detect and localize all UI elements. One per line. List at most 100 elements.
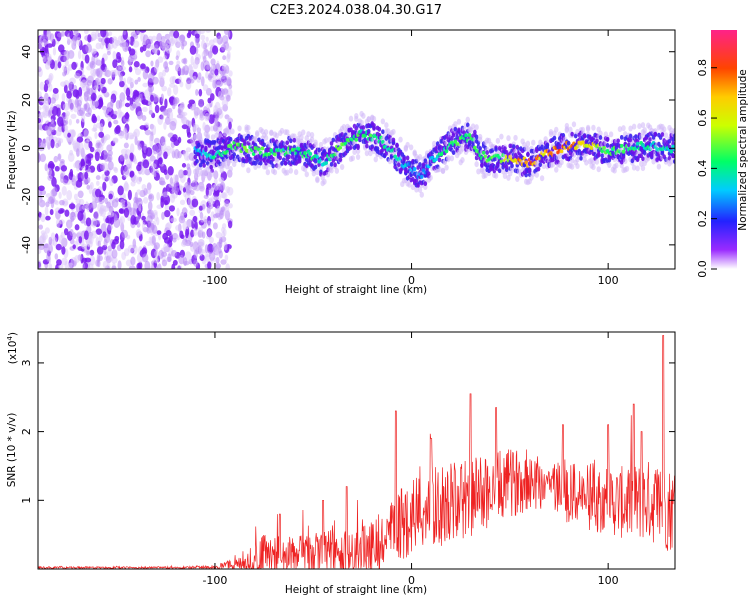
spectrogram-noise-cell [161, 85, 168, 92]
spectrogram-noise-cell [111, 36, 118, 42]
spectrogram-noise-cell [114, 126, 121, 134]
spectrogram-halo-cell [318, 141, 324, 148]
spectrogram-noise-cell [44, 163, 48, 172]
spectrogram-noise-cell [93, 85, 100, 90]
spectrogram-noise-cell [139, 93, 143, 103]
spectrogram-noise-cell [144, 89, 150, 99]
spectrogram-band-cell [361, 125, 366, 130]
spectrogram-noise-cell [109, 215, 115, 225]
spectrogram-noise-cell [98, 234, 103, 242]
spectrogram-halo-cell [525, 140, 531, 147]
spectrogram-band-cell [570, 131, 574, 137]
spectrogram-noise-cell [197, 239, 205, 245]
spectrogram-noise-cell [178, 169, 185, 179]
spectrogram-halo-cell [193, 133, 198, 140]
spectrogram-band-cell [423, 181, 428, 187]
spectrogram-noise-cell [136, 222, 141, 228]
spectrogram-noise-cell [149, 265, 155, 269]
spectrogram-core-cell [354, 137, 359, 142]
spectrogram-halo-cell [637, 123, 642, 130]
spectrogram-noise-cell [160, 115, 165, 120]
spectrogram-halo-cell [638, 133, 644, 140]
spectrogram-noise-cell [181, 66, 186, 76]
spectrogram-halo-cell [224, 163, 230, 170]
spectrogram-noise-cell [214, 116, 219, 126]
spectrogram-noise-cell [124, 112, 130, 120]
spectrogram-noise-cell [69, 211, 76, 221]
spectrogram-noise-cell [228, 121, 232, 130]
spectrogram-noise-cell [71, 129, 76, 138]
spectrogram-halo-cell [214, 132, 219, 139]
spectrogram-noise-cell [163, 108, 168, 116]
spectrogram-noise-cell [180, 240, 187, 247]
spectrogram-noise-cell [207, 187, 213, 196]
spectrogram-noise-cell [163, 199, 168, 206]
spectrogram-band-cell [329, 141, 334, 146]
spectrogram-noise-cell [99, 155, 105, 160]
spectrogram-noise-cell [73, 193, 78, 201]
spectrogram-noise-cell [130, 256, 136, 266]
spectrogram-noise-cell [78, 87, 83, 98]
spectrogram-noise-cell [38, 248, 42, 255]
spectrogram-noise-cell [193, 107, 198, 117]
spectrogram-noise-cell [119, 154, 125, 162]
spectrogram-noise-cell [133, 90, 140, 97]
spectrogram-noise-cell [171, 263, 176, 269]
spectrogram-noise-cell [199, 184, 205, 193]
spectrogram-noise-cell [166, 222, 172, 230]
spectrogram-noise-cell [213, 170, 219, 180]
spectrogram-halo-cell [591, 124, 596, 131]
spectrogram-halo-cell [548, 128, 554, 135]
spectrogram-halo-cell [263, 163, 269, 170]
spectrogram-noise-cell [137, 76, 141, 82]
spectrogram-band-cell [596, 151, 601, 157]
spectrogram-band-cell [474, 134, 479, 140]
spectrogram-band-cell [228, 136, 233, 142]
spectrogram-halo-cell [661, 126, 667, 133]
spectrogram-band-cell [437, 157, 442, 163]
spectrogram-band-cell [287, 154, 291, 160]
spectrogram-noise-cell [207, 50, 213, 59]
spectrogram-noise-cell [46, 251, 51, 263]
spectrogram-halo-cell [465, 116, 470, 123]
spectrogram-noise-cell [38, 111, 46, 118]
spectrogram-halo-cell [223, 158, 228, 165]
spectrogram-noise-cell [60, 81, 67, 87]
spectrogram-noise-cell [52, 186, 58, 197]
spectrogram-halo-cell [209, 171, 214, 178]
spectrogram-noise-cell [130, 180, 136, 187]
colorbar-tick-label: 0.6 [696, 109, 709, 127]
spectrogram-halo-cell [263, 129, 269, 136]
spectrogram-noise-cell [221, 223, 227, 230]
spectrogram-noise-cell [48, 236, 53, 246]
spectrogram-core-cell [308, 151, 313, 156]
spectrogram-noise-cell [173, 30, 180, 39]
spectrogram-noise-cell [150, 168, 156, 175]
spectrogram-noise-cell [167, 165, 174, 176]
spectrogram-halo-cell [525, 145, 531, 152]
spectrogram-x-tick-label: 0 [408, 274, 415, 287]
spectrogram-halo-cell [355, 148, 361, 155]
spectrogram-noise-cell [67, 262, 74, 269]
spectrogram-core-cell [481, 150, 486, 155]
spectrogram-noise-cell [87, 80, 93, 86]
spectrogram-noise-cell [107, 43, 114, 50]
spectrogram-band-cell [372, 125, 376, 131]
spectrogram-noise-cell [95, 58, 101, 65]
spectrogram-noise-cell [224, 254, 229, 261]
spectrogram-noise-cell [46, 43, 53, 48]
spectrogram-noise-cell [69, 77, 76, 85]
spectrogram-noise-cell [58, 138, 64, 144]
spectrogram-halo-cell [201, 169, 207, 176]
spectrogram-noise-cell [156, 191, 160, 201]
spectrogram-noise-cell [159, 180, 166, 186]
spectrogram-noise-cell [202, 121, 206, 131]
spectrogram-noise-cell [227, 220, 233, 229]
spectrogram-band-cell [329, 161, 334, 167]
spectrogram-halo-cell [594, 158, 600, 165]
spectrogram-noise-cell [83, 230, 89, 240]
spectrogram-halo-cell [474, 161, 479, 168]
spectrogram-noise-cell [129, 97, 134, 107]
spectrogram-halo-cell [672, 127, 675, 134]
spectrogram-noise-cell [63, 84, 68, 94]
